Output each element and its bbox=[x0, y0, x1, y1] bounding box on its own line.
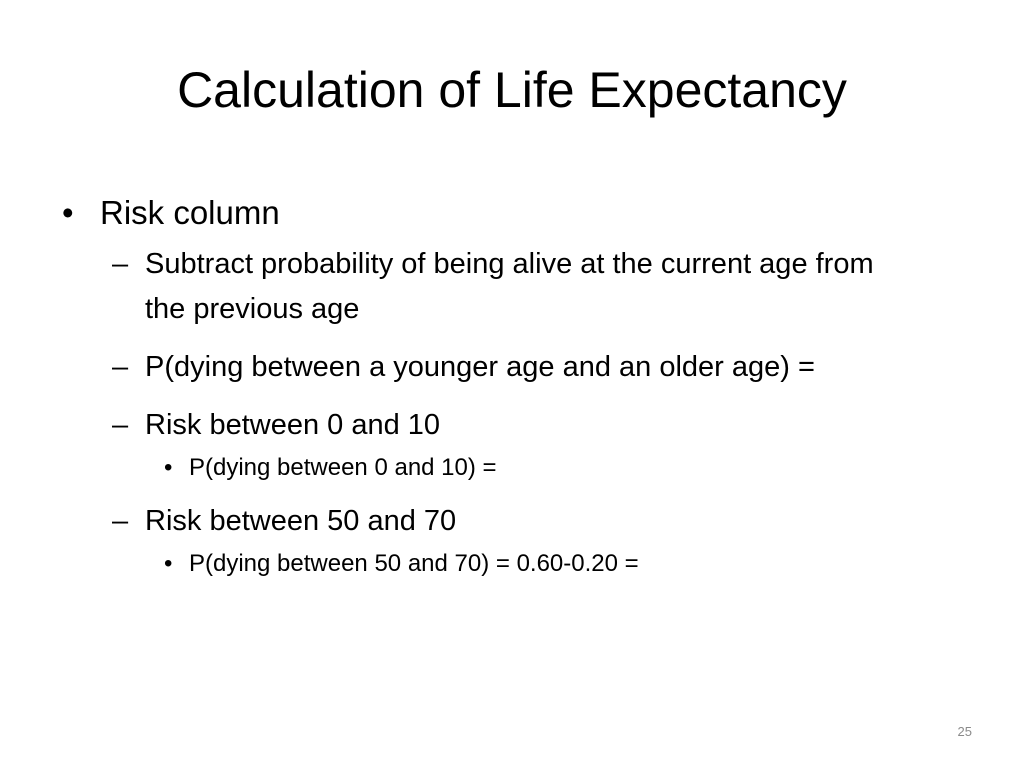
slide-page-number: 25 bbox=[957, 724, 972, 739]
bullet-dash-icon: – bbox=[112, 248, 129, 280]
bullet-risk-column: • Risk column bbox=[62, 190, 962, 236]
bullet-text: Subtract probability of being alive at t… bbox=[145, 248, 874, 325]
bullet-text: P(dying between 50 and 70) = 0.60-0.20 = bbox=[189, 550, 639, 577]
bullet-p-dying-definition: – P(dying between a younger age and an o… bbox=[109, 345, 885, 390]
bullet-dot-icon: • bbox=[62, 194, 74, 231]
bullet-text: Risk between 0 and 10 bbox=[145, 409, 441, 441]
slide-title: Calculation of Life Expectancy bbox=[177, 62, 847, 118]
bullet-dash-icon: – bbox=[112, 351, 129, 383]
bullet-text: Risk between 50 and 70 bbox=[145, 505, 457, 537]
bullet-subtract-probability: – Subtract probability of being alive at… bbox=[109, 242, 885, 332]
bullet-p-dying-50-70: • P(dying between 50 and 70) = 0.60-0.20… bbox=[164, 549, 962, 579]
bullet-text: P(dying between a younger age and an old… bbox=[145, 351, 815, 383]
bullet-dash-icon: – bbox=[112, 505, 129, 537]
bullet-dash-icon: – bbox=[112, 409, 129, 441]
bullet-p-dying-0-10: • P(dying between 0 and 10) = bbox=[164, 453, 962, 483]
bullet-text: Risk column bbox=[100, 194, 280, 231]
slide-body: • Risk column – Subtract probability of … bbox=[62, 190, 962, 595]
bullet-dot-icon: • bbox=[164, 454, 173, 481]
bullet-dot-icon: • bbox=[164, 550, 173, 577]
bullet-text: P(dying between 0 and 10) = bbox=[189, 454, 497, 481]
bullet-risk-0-10: – Risk between 0 and 10 bbox=[109, 403, 885, 448]
bullet-risk-50-70: – Risk between 50 and 70 bbox=[109, 499, 885, 544]
